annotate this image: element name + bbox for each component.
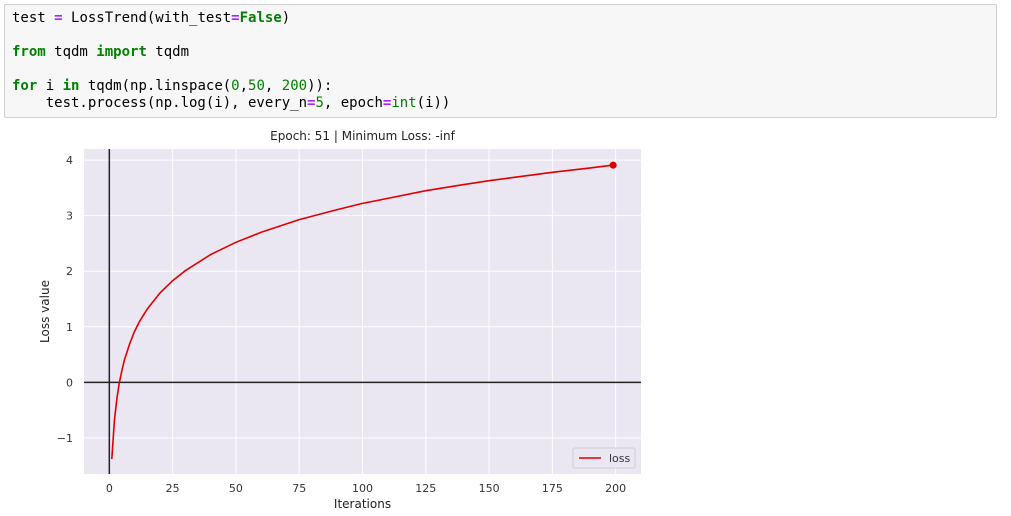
code-token: test.process(np.log(i), every_n <box>12 95 308 111</box>
code-line: test.process(np.log(i), every_n=5, epoch… <box>12 95 451 111</box>
code-token: )): <box>307 78 333 94</box>
x-axis-label: Iterations <box>334 497 391 511</box>
x-tick-label: 50 <box>229 482 243 495</box>
code-token: 5 <box>315 95 324 111</box>
code-token: 200 <box>281 78 308 94</box>
code-token: in <box>62 78 80 94</box>
code-line: from tqdm import tqdm <box>12 44 189 60</box>
code-token: , epoch <box>323 95 383 111</box>
y-tick-label: 1 <box>66 321 73 334</box>
code-token: 50 <box>248 78 265 94</box>
code-token: from <box>12 44 46 60</box>
code-token: tqdm <box>146 44 190 60</box>
chart-title: Epoch: 51 | Minimum Loss: -inf <box>270 129 455 143</box>
code-token: = <box>54 10 63 26</box>
code-token: for <box>12 78 38 94</box>
x-tick-label: 175 <box>542 482 563 495</box>
code-editor[interactable]: test = LossTrend(with_test=False) from t… <box>12 10 450 112</box>
code-token: import <box>96 44 147 60</box>
code-line: for i in tqdm(np.linspace(0,50, 200)): <box>12 78 332 94</box>
x-tick-label: 100 <box>352 482 373 495</box>
x-tick-label: 150 <box>479 482 500 495</box>
code-token: int <box>391 95 417 111</box>
code-token: False <box>239 10 282 26</box>
code-token: ) <box>281 10 291 26</box>
code-token: tqdm <box>45 44 97 60</box>
code-token: , <box>239 78 249 94</box>
code-token: = <box>382 95 392 111</box>
code-token: 0 <box>231 78 240 94</box>
x-tick-label: 200 <box>605 482 626 495</box>
y-tick-label: −1 <box>57 432 73 445</box>
code-token: (i)) <box>416 95 451 111</box>
code-token: test <box>12 10 55 26</box>
y-tick-label: 4 <box>66 154 73 167</box>
code-token: = <box>231 10 240 26</box>
y-axis-label: Loss value <box>38 280 52 343</box>
legend-label: loss <box>609 452 631 465</box>
y-tick-label: 2 <box>66 265 73 278</box>
loss-trend-chart: 0 25 50 75 100 125 150 175 200 −1 0 1 2 3 4 Epoch: 51 |… <box>38 129 641 511</box>
x-tick-label: 0 <box>106 482 113 495</box>
y-tick-label: 3 <box>66 210 73 223</box>
code-token: , <box>264 78 282 94</box>
code-cell[interactable]: test = LossTrend(with_test=False) from t… <box>4 4 997 118</box>
code-line: test = LossTrend(with_test=False) <box>12 10 290 26</box>
x-tick-label: 125 <box>415 482 436 495</box>
x-tick-label: 75 <box>292 482 306 495</box>
code-token: LossTrend(with_test <box>62 10 232 26</box>
code-token: tqdm(np.linspace( <box>79 78 232 94</box>
series-line-loss <box>111 164 614 460</box>
code-token: i <box>37 78 63 94</box>
code-token: = <box>307 95 316 111</box>
legend-box <box>572 447 636 469</box>
last-point-marker <box>609 161 617 169</box>
x-tick-label: 25 <box>166 482 180 495</box>
y-tick-label: 0 <box>66 376 73 389</box>
